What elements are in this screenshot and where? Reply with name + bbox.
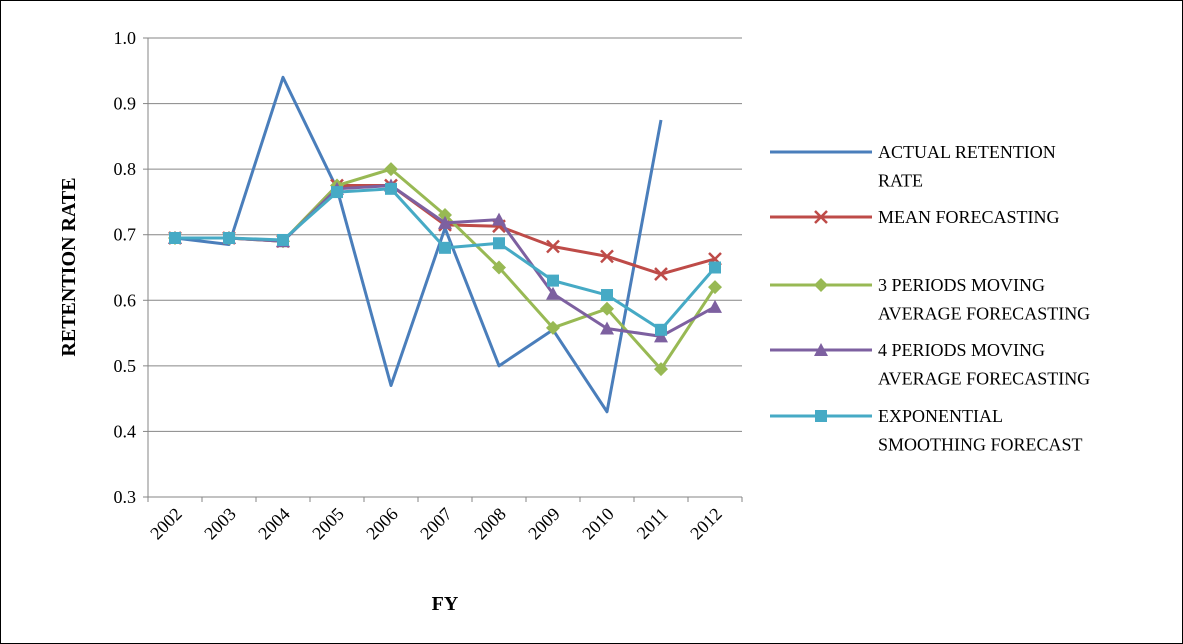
legend-label: 4 PERIODS MOVING AVERAGE FORECASTING: [878, 340, 1090, 389]
legend-label: ACTUAL RETENTION RATE: [878, 142, 1060, 191]
marker: [709, 261, 721, 274]
marker: [654, 329, 668, 343]
legend-label: MEAN FORECASTING: [878, 207, 1060, 227]
marker: [438, 208, 452, 223]
x-axis-label: FY: [432, 593, 459, 615]
marker: [547, 274, 559, 287]
series-line: [174, 75, 663, 414]
marker: [708, 299, 722, 313]
marker: [654, 362, 668, 377]
marker: [385, 182, 397, 195]
y-tick-label: 0.5: [114, 356, 137, 376]
marker: [600, 249, 614, 264]
marker: [814, 278, 828, 292]
marker: [546, 286, 560, 300]
marker: [169, 231, 181, 244]
y-tick-label: 0.4: [114, 421, 137, 441]
marker: [331, 186, 343, 199]
marker: [814, 210, 828, 224]
marker: [223, 231, 235, 244]
y-axis-label: RETENTION RATE: [58, 177, 80, 356]
marker: [492, 260, 506, 275]
marker: [546, 239, 560, 254]
marker: [492, 212, 506, 226]
marker: [815, 410, 827, 422]
y-tick-label: 0.7: [114, 225, 137, 245]
marker: [655, 323, 667, 336]
marker: [493, 237, 505, 250]
marker: [814, 343, 828, 356]
y-tick-label: 0.3: [114, 487, 137, 507]
y-tick-label: 0.9: [114, 94, 137, 114]
y-tick-label: 0.6: [114, 290, 137, 310]
y-tick-label: 1.0: [114, 28, 137, 48]
marker: [439, 241, 451, 254]
marker: [600, 301, 614, 316]
marker: [708, 280, 722, 295]
legend-label: 3 PERIODS MOVING AVERAGE FORECASTING: [878, 275, 1090, 324]
marker: [601, 289, 613, 302]
marker: [600, 321, 614, 335]
marker: [546, 320, 560, 335]
marker: [654, 267, 668, 281]
legend-label: EXPONENTIAL SMOOTHING FORECAST: [878, 406, 1083, 455]
marker: [384, 162, 398, 177]
marker: [438, 215, 452, 229]
marker: [277, 233, 289, 246]
y-tick-label: 0.8: [114, 159, 137, 179]
